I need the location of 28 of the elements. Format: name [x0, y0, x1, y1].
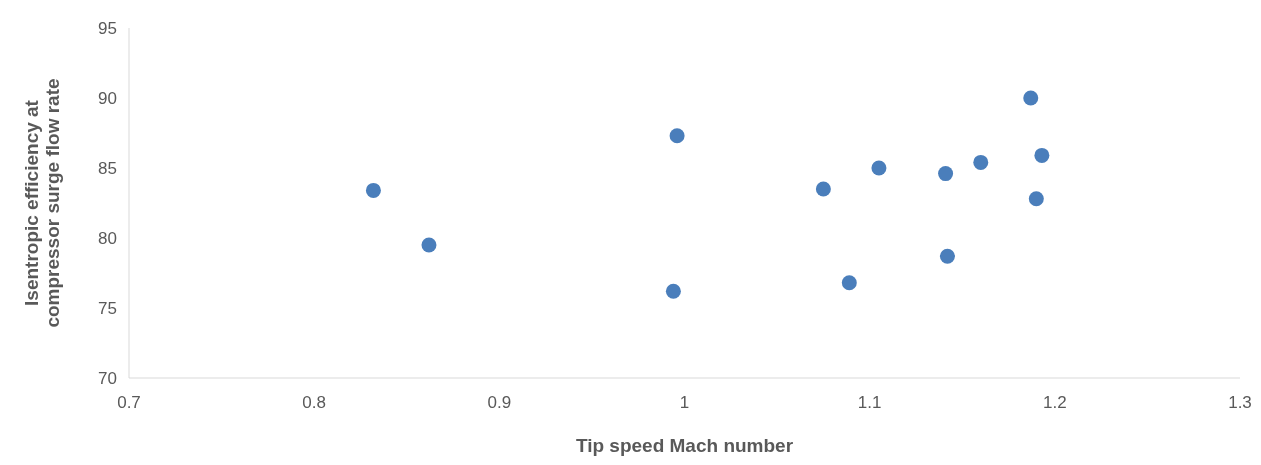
y-tick-label: 80 — [98, 228, 117, 248]
x-axis-title: Tip speed Mach number — [575, 435, 794, 456]
point — [841, 275, 857, 291]
y-tick-label: 85 — [98, 158, 117, 178]
point — [365, 182, 381, 198]
point — [938, 166, 954, 182]
y-tick-label: 70 — [98, 368, 117, 388]
x-tick-label: 0.8 — [302, 393, 326, 412]
x-tick-label: 1.2 — [1043, 393, 1067, 412]
point — [1034, 147, 1050, 163]
point — [939, 248, 955, 264]
x-tick-label: 0.7 — [117, 393, 141, 412]
point — [1023, 90, 1039, 106]
point — [815, 181, 831, 197]
x-tick-label: 1.1 — [857, 393, 882, 412]
y-axis-title: Isentropic efficiency at compressor surge flow rate — [20, 77, 64, 330]
point — [421, 237, 437, 253]
point — [1028, 191, 1044, 207]
x-tick-label: 1.3 — [1228, 393, 1252, 412]
point — [871, 160, 887, 176]
point — [669, 128, 685, 144]
point — [973, 154, 989, 170]
y-tick-label: 75 — [98, 298, 117, 318]
x-tick-label: 0.9 — [487, 393, 512, 412]
point — [665, 283, 681, 299]
y-tick-label: 90 — [98, 88, 117, 108]
y-tick-label: 95 — [98, 18, 117, 38]
x-tick-label: 1 — [679, 393, 690, 412]
